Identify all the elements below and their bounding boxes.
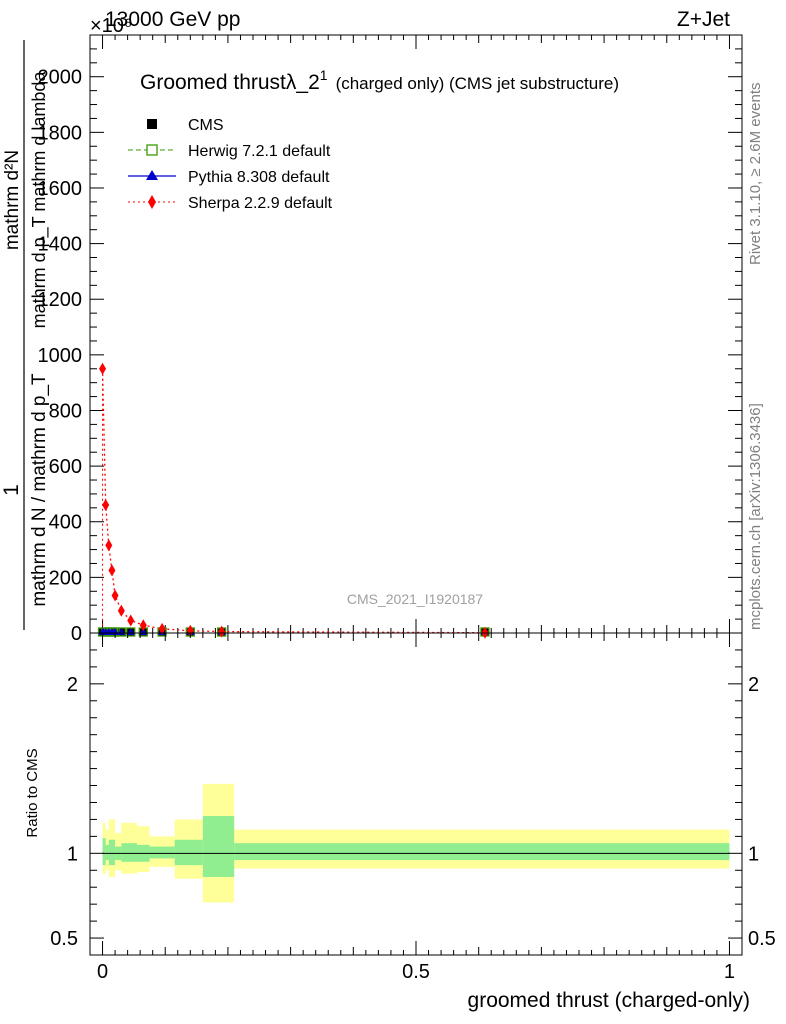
sherpa-point [99, 362, 107, 375]
sherpa-point [139, 619, 147, 632]
y-tick-label: 2000 [38, 67, 83, 89]
ratio-y-tick-label: 1 [67, 843, 78, 865]
y-tick-label: 1000 [38, 345, 83, 367]
x-tick-label: 1 [724, 961, 735, 983]
x-tick-label: 0.5 [402, 961, 430, 983]
ratio-bands [102, 783, 730, 903]
ratio-stat-band [102, 838, 106, 866]
legend-label: CMS [188, 117, 224, 134]
main-y-axis: 0 200 400 600 800 1000 1200 1400 1600 1800 2000 [38, 48, 742, 645]
ratio-y-tick-label-right: 1 [748, 843, 759, 865]
legend-label: Herwig 7.2.1 default [188, 143, 331, 160]
main-ylabel-numerator: 1 [0, 484, 23, 496]
sherpa-point [158, 622, 166, 635]
plot-title: Groomed thrustλ_21 (charged only) (CMS je… [140, 67, 619, 94]
ratio-stat-band [121, 843, 138, 862]
x-axis-label: groomed thrust (charged-only) [468, 989, 750, 1012]
legend-marker [147, 119, 157, 129]
y-tick-label: 800 [49, 400, 82, 422]
sherpa-point [102, 499, 110, 512]
sherpa-point [105, 539, 113, 552]
energy-label: 13000 GeV pp [105, 8, 240, 31]
main-ylabel-right-numerator: mathrm d²N [2, 150, 23, 250]
ratio-stat-band [108, 839, 116, 866]
ratio-stat-band [202, 816, 235, 878]
y-tick-label: 1200 [38, 289, 83, 311]
y-tick-label: 600 [49, 456, 82, 478]
title-main: Groomed thrustλ_2 [140, 71, 320, 94]
ratio-ylabel: Ratio to CMS [24, 748, 41, 837]
y-tick-label: 1800 [38, 122, 83, 144]
legend-marker [146, 144, 158, 156]
ratio-plot-frame [89, 632, 743, 956]
sherpa-point [218, 625, 226, 638]
y-tick-label: 0 [71, 623, 82, 645]
ratio-stat-band [149, 846, 175, 859]
sherpa-point [117, 604, 125, 617]
title-sup: 1 [320, 67, 328, 83]
rivet-label: Rivet 3.1.10, ≥ 2.6M events [747, 83, 764, 266]
y-tick-label: 400 [49, 512, 82, 534]
x-tick-label: 0 [97, 961, 108, 983]
legend-entry: CMS [147, 117, 224, 134]
legend-entry: Pythia 8.308 default [128, 169, 330, 186]
legend-entry: Herwig 7.2.1 default [128, 143, 331, 160]
ratio-y-tick-label: 0.5 [50, 928, 78, 950]
watermark: CMS_2021_I1920187 [347, 591, 483, 607]
ratio-stat-band [105, 844, 109, 861]
legend-label: Pythia 8.308 default [188, 169, 330, 186]
ratio-y-tick-label-right: 2 [748, 674, 759, 696]
sherpa-point [186, 624, 194, 637]
exponent-label: ×10⁶ [90, 15, 132, 37]
legend: CMS Herwig 7.2.1 default Pythia 8.308 defa… [128, 117, 333, 212]
ratio-y-tick-label-right: 0.5 [748, 928, 776, 950]
svg-text:Groomed thrustλ_21(charged onl: Groomed thrustλ_21 (charged only) (CMS je… [140, 67, 619, 94]
main-plot-panel: 0 200 400 600 800 1000 1200 1400 1600 1800 2000 CM… [38, 34, 743, 645]
ratio-stat-band [234, 843, 730, 861]
mcplots-label: mcplots.cern.ch [arXiv:1306.3436] [747, 403, 764, 630]
legend-label: Sherpa 2.2.9 default [188, 195, 333, 212]
sherpa-point [108, 564, 116, 577]
y-tick-label: 200 [49, 567, 82, 589]
legend-entry: Sherpa 2.2.9 default [128, 195, 333, 212]
legend-marker [146, 170, 158, 180]
process-label: Z+Jet [677, 8, 730, 31]
ratio-plot-panel: 0.5 0.51 12 2 0 0.5 1 Ratio to CMS [24, 632, 776, 983]
ratio-x-axis: 0 0.5 1 [97, 633, 735, 983]
sherpa-point [127, 614, 135, 627]
y-tick-label: 1400 [38, 234, 83, 256]
main-ylabel-right-denominator: mathrm d p_T mathrm d lambda [29, 71, 50, 329]
ratio-y-axis: 0.5 0.5 1 1 2 2 [50, 649, 776, 950]
main-ylabel-denominator: mathrm d N / mathrm d p_T [29, 373, 50, 607]
sherpa-point [111, 589, 119, 602]
y-tick-label: 1600 [38, 178, 83, 200]
ratio-y-tick-label: 2 [67, 674, 78, 696]
legend-marker [148, 195, 156, 209]
title-rest: (charged only) (CMS jet substructure) [336, 74, 619, 93]
ratio-stat-band [174, 839, 203, 866]
sherpa-line [101, 368, 486, 634]
